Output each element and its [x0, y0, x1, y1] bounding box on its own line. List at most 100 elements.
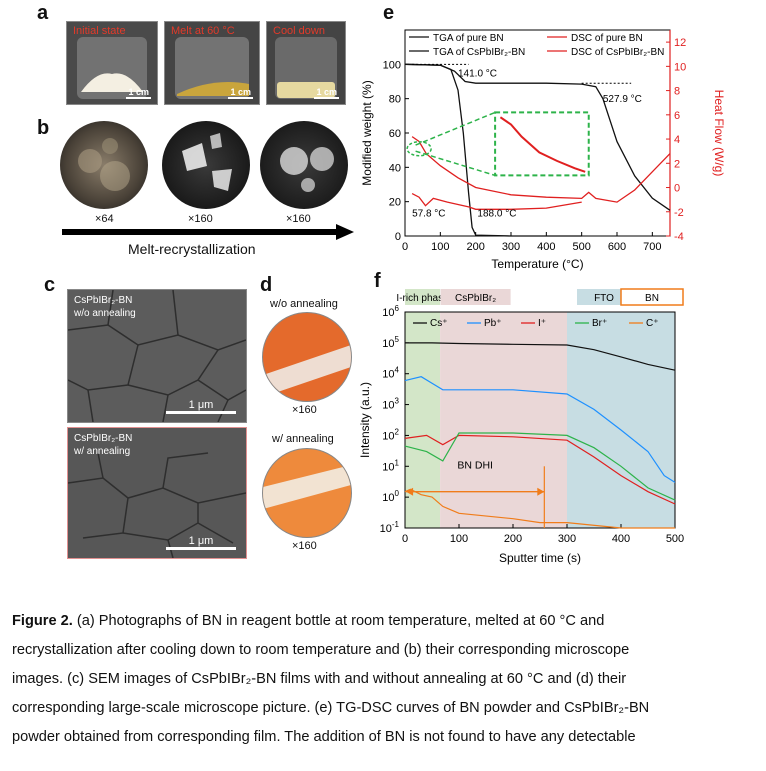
legend-entry: DSC of CsPbIBr₂-BN [571, 47, 664, 58]
label-with-annealing: w/ annealing [272, 433, 334, 445]
scale-line [166, 547, 236, 550]
y-right-tick-label: 4 [674, 134, 680, 146]
sem-title-line1: CsPbIBr₂-BN [74, 433, 133, 444]
y-tick-label: 105 [382, 335, 399, 350]
sem-title: CsPbIBr₂-BN w/o annealing [74, 294, 136, 320]
y-tick-label: 106 [382, 304, 399, 319]
zoom-connector [415, 111, 496, 146]
region-header [620, 288, 684, 306]
annotation: 141.0 °C [458, 68, 497, 79]
scale-bar: 1 cm [126, 87, 151, 99]
label-without-annealing: w/o annealing [270, 298, 338, 310]
series-line-3 [404, 432, 676, 501]
process-arrow [62, 224, 354, 240]
panel-label-f: f [374, 270, 381, 292]
region-2 [567, 312, 675, 528]
sem-title-line2: w/ annealing [74, 446, 131, 457]
y-tick-label: 101 [382, 458, 399, 473]
x-tick-label: 200 [466, 241, 484, 253]
legend-entry: Br⁺ [592, 318, 607, 329]
photo-title: Melt at 60 °C [171, 25, 235, 37]
panel-label-a: a [37, 2, 49, 24]
region-label: FTO [594, 293, 614, 304]
vial-illustration [275, 37, 337, 99]
region-header [577, 289, 631, 305]
y-right-tick-label: 0 [674, 183, 680, 195]
legend-entry: DSC of pure BN [571, 33, 643, 44]
microscope-image-with-annealing [262, 448, 352, 538]
sem-title-line1: CsPbIBr₂-BN [74, 295, 133, 306]
panel-label-d: d [260, 274, 273, 296]
series-line-3 [411, 136, 671, 203]
microscope-image-1 [60, 121, 148, 209]
x-axis-label: Temperature (°C) [491, 257, 583, 271]
texture [78, 138, 130, 191]
y-tick-label: 102 [382, 427, 399, 442]
dhi-arrow-head-left [406, 487, 414, 496]
microscope-image-without-annealing [262, 312, 352, 402]
x-tick-label: 300 [502, 241, 520, 253]
panel-label-c: c [44, 274, 56, 296]
series-line-2 [411, 193, 582, 210]
scale-bar: 1 cm [314, 87, 339, 99]
x-tick-label: 700 [643, 241, 661, 253]
legend-entry: Cs⁺ [430, 318, 448, 329]
region-label: CsPbIBr₂ [455, 293, 496, 304]
x-tick-label: 0 [402, 241, 408, 253]
zoom-connector [415, 150, 496, 177]
sem-title: CsPbIBr₂-BN w/ annealing [74, 432, 132, 458]
legend-entry: Pb⁺ [484, 318, 502, 329]
annotation: 57.8 °C [412, 209, 445, 220]
sem-image-with-annealing: CsPbIBr₂-BN w/ annealing 1 μm [67, 427, 247, 559]
legend-entry: I⁺ [538, 318, 546, 329]
y-left-tick-label: 100 [383, 59, 401, 71]
y-right-axis-label: Heat Flow (W/g) [712, 90, 726, 177]
scale-line [166, 411, 236, 414]
magnification: ×160 [188, 213, 213, 225]
photo-initial-state: Initial state 1 cm [66, 21, 158, 105]
region-label: BN [645, 293, 659, 304]
y-right-tick-label: 12 [674, 37, 686, 49]
series-line-1 [404, 63, 671, 211]
scale-label: 1 μm [188, 535, 214, 547]
y-right-tick-label: 8 [674, 86, 680, 98]
magnification: ×160 [292, 540, 317, 552]
legend-entry: TGA of CsPbIBr₂-BN [433, 47, 525, 58]
magnification: ×160 [292, 404, 317, 416]
photo-title: Cool down [273, 25, 325, 37]
annotation: 188.0 °C [477, 209, 516, 220]
texture [280, 147, 334, 192]
x-tick-label: 400 [537, 241, 555, 253]
scale-bar: 1 μm [166, 535, 236, 550]
y-left-tick-label: 60 [389, 128, 401, 140]
dhi-label: BN DHI [457, 459, 493, 471]
texture [263, 345, 351, 397]
x-tick-label: 500 [666, 533, 684, 545]
figure-caption: Figure 2. (a) Photographs of BN in reage… [12, 607, 757, 752]
photo-title: Initial state [73, 25, 126, 37]
scale-label: 1 μm [188, 399, 214, 411]
vial-illustration [77, 37, 147, 99]
series-line-1 [404, 376, 676, 483]
y-right-tick-label: -2 [674, 207, 684, 219]
scale-bar: 1 cm [228, 87, 253, 99]
y-left-tick-label: 20 [389, 197, 401, 209]
caption-line-4: corresponding large-scale microscope pic… [12, 700, 650, 716]
process-label: Melt-recrystallization [128, 241, 256, 257]
caption-text: (a) Photographs of BN in reagent bottle … [72, 613, 605, 629]
zoom-source-marker [406, 141, 432, 157]
caption-figure-number: Figure 2. [12, 613, 73, 629]
legend-entry: TGA of pure BN [433, 33, 504, 44]
x-tick-label: 0 [402, 533, 408, 545]
photo-cool-down: Cool down 1 cm [266, 21, 346, 105]
y-axis-label: Intensity (a.u.) [358, 382, 372, 458]
x-tick-label: 100 [450, 533, 468, 545]
plot-frame [404, 29, 671, 237]
y-tick-label: 100 [382, 489, 399, 504]
dhi-arrow-head-right [537, 487, 545, 496]
texture [182, 133, 232, 191]
plot-frame [404, 311, 676, 529]
tga-dsc-chart: 0 100 200 300 400 500 600 700 0 20 40 60 80 100 -4 -2 0 2… [360, 29, 726, 271]
panel-label-b: b [37, 117, 50, 139]
magnification: ×160 [286, 213, 311, 225]
